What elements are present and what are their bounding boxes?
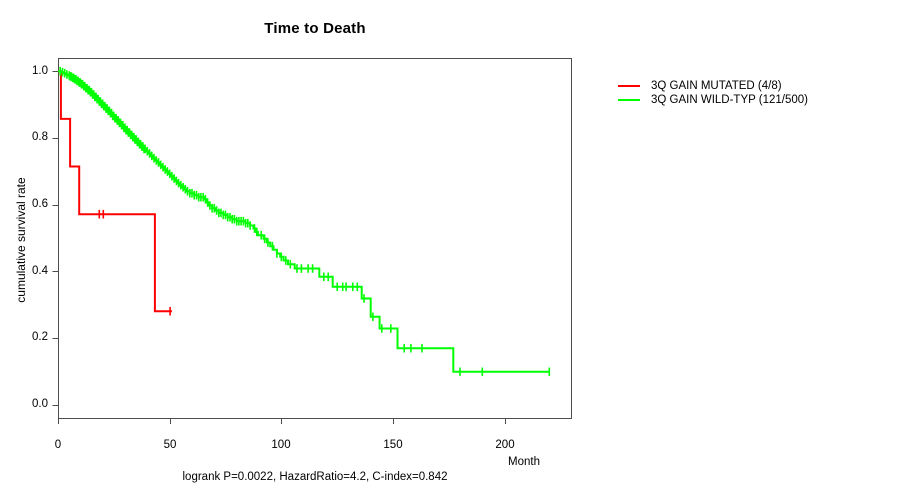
y-tick-label: 0.8 [32, 131, 48, 143]
legend-line-swatch-wildtype [618, 99, 640, 101]
x-tick-label: 50 [163, 439, 177, 451]
legend: 3Q GAIN MUTATED (4/8) 3Q GAIN WILD-TYP (… [618, 79, 808, 107]
stats-annotation: logrank P=0.0022, HazardRatio=4.2, C-ind… [182, 471, 448, 483]
y-tick-label: 0.0 [32, 398, 48, 410]
x-tick-label: 150 [383, 439, 403, 451]
x-tick-label: 200 [495, 439, 515, 451]
y-tick-label: 0.6 [32, 198, 48, 210]
x-axis-label: Month [508, 456, 540, 468]
x-tick-label: 100 [271, 439, 291, 451]
legend-label: 3Q GAIN WILD-TYP (121/500) [651, 94, 809, 106]
chart-title: Time to Death [264, 20, 366, 37]
x-tick-label: 0 [54, 439, 62, 451]
legend-item: 3Q GAIN MUTATED (4/8) [618, 79, 808, 93]
legend-item: 3Q GAIN WILD-TYP (121/500) [618, 93, 808, 107]
legend-line-swatch-mutated [618, 85, 640, 87]
y-tick-label: 0.2 [32, 331, 48, 343]
legend-label: 3Q GAIN MUTATED (4/8) [651, 80, 782, 92]
y-tick-label: 1.0 [32, 65, 48, 77]
y-tick-label: 0.4 [32, 265, 48, 277]
